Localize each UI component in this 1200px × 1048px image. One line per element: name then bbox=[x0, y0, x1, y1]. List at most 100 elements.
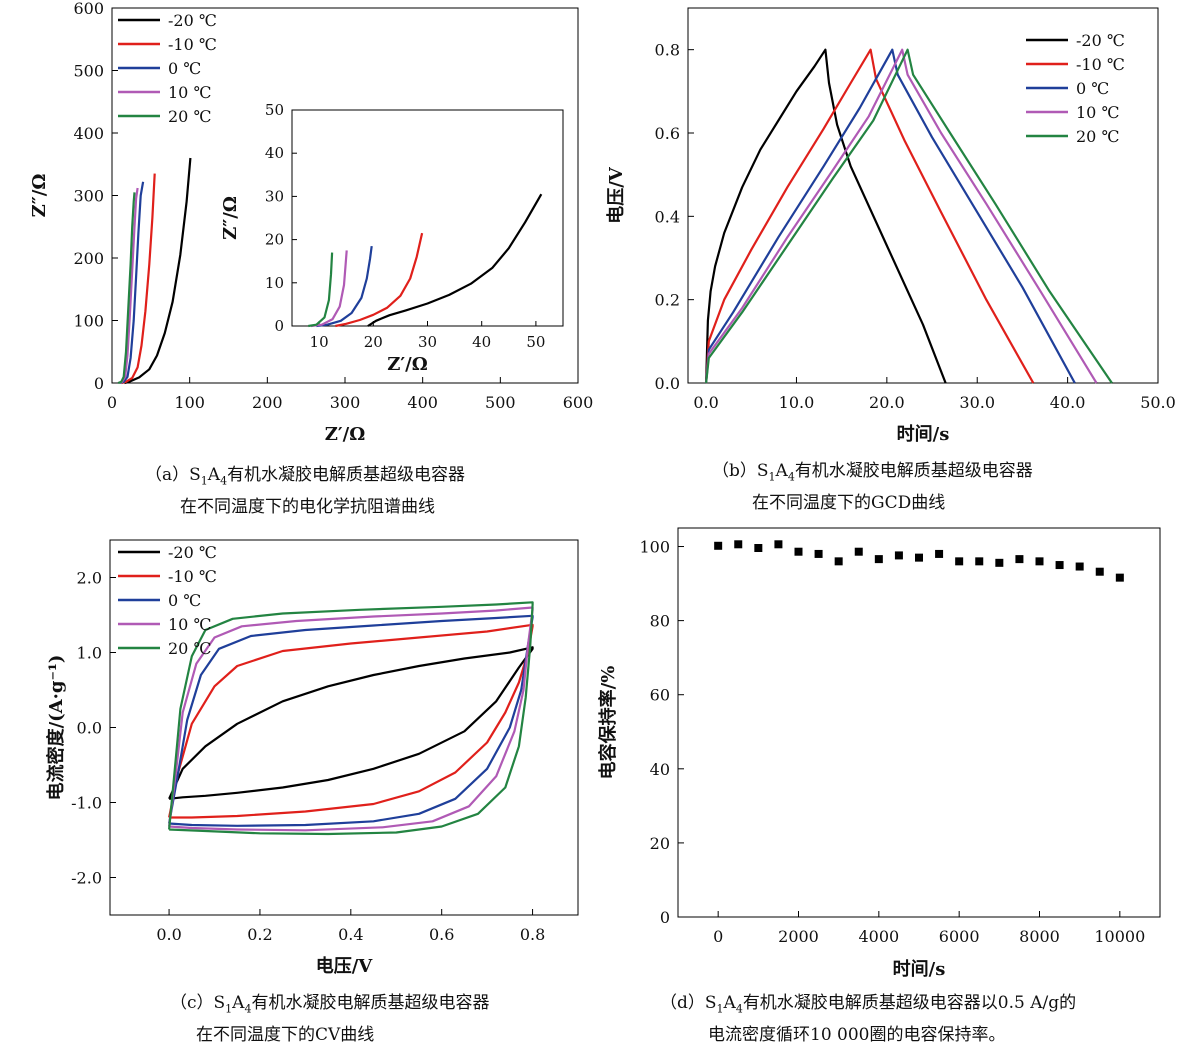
legend-label: 10 ℃ bbox=[168, 83, 211, 102]
data-point bbox=[714, 541, 723, 550]
inset-x-tick-label: 50 bbox=[526, 333, 545, 351]
x-tick-label: 100 bbox=[174, 393, 205, 412]
series-line bbox=[168, 646, 534, 800]
legend-label: -10 ℃ bbox=[1076, 55, 1125, 74]
series-line bbox=[124, 157, 192, 385]
legend-label: -20 ℃ bbox=[1076, 31, 1125, 50]
x-tick-label: 0.6 bbox=[429, 925, 454, 944]
legend-label: -10 ℃ bbox=[168, 567, 217, 586]
caption-d: （d）S1A4有机水凝胶电解质基超级电容器以0.5 A/g的 电流密度循环10 … bbox=[660, 993, 1077, 1046]
y-axis-label: 电流密度/(A·g⁻¹) bbox=[45, 655, 67, 801]
y-tick-label: 0.6 bbox=[655, 124, 680, 143]
data-point bbox=[774, 540, 783, 549]
data-point bbox=[754, 544, 763, 553]
y-tick-label: 40 bbox=[650, 760, 670, 779]
x-tick-label: 0.4 bbox=[338, 925, 363, 944]
y-axis-label: 电压/V bbox=[605, 166, 627, 224]
y-tick-label: 100 bbox=[73, 312, 104, 331]
plot-frame bbox=[677, 527, 1161, 918]
x-tick-label: 300 bbox=[330, 393, 361, 412]
series-line bbox=[705, 48, 1098, 384]
inset-y-axis-label: Z″/Ω bbox=[220, 196, 241, 240]
y-tick-label: 200 bbox=[73, 249, 104, 268]
legend-label: 20 ℃ bbox=[168, 107, 211, 126]
x-tick-label: 400 bbox=[407, 393, 438, 412]
x-tick-label: 10000 bbox=[1094, 927, 1145, 946]
legend-label: 20 ℃ bbox=[168, 639, 211, 658]
y-tick-label: 400 bbox=[73, 124, 104, 143]
y-tick-label: -1.0 bbox=[71, 794, 102, 813]
series-line bbox=[705, 48, 1113, 384]
inset-y-tick-label: 20 bbox=[265, 231, 284, 249]
x-axis-label: 时间/s bbox=[897, 424, 950, 445]
x-tick-label: 8000 bbox=[1019, 927, 1060, 946]
series-line bbox=[705, 48, 1076, 384]
data-point bbox=[1035, 557, 1044, 566]
x-tick-label: 4000 bbox=[858, 927, 899, 946]
x-tick-label: 20.0 bbox=[869, 393, 905, 412]
inset-y-tick-label: 30 bbox=[265, 187, 284, 205]
data-point bbox=[814, 549, 823, 558]
x-axis-label: 时间/s bbox=[893, 959, 946, 980]
y-tick-label: 500 bbox=[73, 62, 104, 81]
inset-x-tick-label: 30 bbox=[418, 333, 437, 351]
inset-x-tick-label: 40 bbox=[472, 333, 491, 351]
y-tick-label: 0.4 bbox=[655, 207, 680, 226]
plot-frame bbox=[687, 7, 1159, 384]
data-point bbox=[995, 558, 1004, 567]
x-tick-label: 10.0 bbox=[779, 393, 815, 412]
x-tick-label: 600 bbox=[563, 393, 594, 412]
data-point bbox=[874, 555, 883, 564]
series-line bbox=[117, 192, 136, 385]
y-tick-label: 600 bbox=[73, 0, 104, 18]
legend-label: 0 ℃ bbox=[1076, 79, 1109, 98]
x-axis-label: Z′/Ω bbox=[325, 424, 365, 445]
chart-d: 0 2000 4000 6000 8000 10000 0 20 40 60 80 100 时间/s 电容… bbox=[597, 527, 1161, 980]
inset-frame bbox=[291, 109, 564, 327]
legend-label: 20 ℃ bbox=[1076, 127, 1119, 146]
y-tick-label: 0 bbox=[660, 908, 670, 927]
data-point bbox=[894, 551, 903, 560]
y-tick-label: 0.0 bbox=[77, 719, 102, 738]
data-point bbox=[935, 549, 944, 558]
y-tick-label: 0 bbox=[94, 374, 104, 393]
y-axis-label: Z″/Ω bbox=[29, 174, 50, 218]
legend-label: -20 ℃ bbox=[168, 543, 217, 562]
data-point bbox=[1015, 555, 1024, 564]
inset-y-tick-label: 0 bbox=[274, 317, 284, 335]
data-point bbox=[1055, 561, 1064, 570]
y-tick-label: 80 bbox=[650, 612, 670, 631]
x-tick-label: 0.2 bbox=[247, 925, 272, 944]
x-tick-label: 200 bbox=[252, 393, 283, 412]
series-line bbox=[316, 245, 373, 328]
y-tick-label: 300 bbox=[73, 187, 104, 206]
series-line bbox=[705, 48, 947, 384]
y-tick-label: 0.2 bbox=[655, 291, 680, 310]
inset-chart: 10 20 30 40 50 0 10 20 30 40 50 Z′/Ω Z″/Ω bbox=[220, 101, 564, 375]
legend-label: 0 ℃ bbox=[168, 59, 201, 78]
legend-label: 10 ℃ bbox=[168, 615, 211, 634]
data-point bbox=[1095, 567, 1104, 576]
inset-x-tick-label: 10 bbox=[310, 333, 329, 351]
x-tick-label: 0 bbox=[713, 927, 723, 946]
y-tick-label: 100 bbox=[639, 538, 670, 557]
series-line bbox=[335, 232, 424, 328]
y-tick-label: 0.8 bbox=[655, 41, 680, 60]
inset-x-tick-label: 20 bbox=[364, 333, 383, 351]
inset-y-tick-label: 50 bbox=[265, 101, 284, 119]
caption-b: （b）S1A4有机水凝胶电解质基超级电容器 在不同温度下的GCD曲线 bbox=[712, 461, 1033, 514]
inset-x-axis-label: Z′/Ω bbox=[387, 354, 427, 375]
inset-y-tick-label: 10 bbox=[265, 274, 284, 292]
data-point bbox=[734, 540, 743, 549]
legend-label: -20 ℃ bbox=[168, 11, 217, 30]
inset-y-tick-label: 40 bbox=[265, 144, 284, 162]
x-tick-label: 0.0 bbox=[693, 393, 718, 412]
series-line bbox=[168, 623, 534, 819]
series-line bbox=[310, 250, 348, 328]
series-line bbox=[121, 173, 156, 385]
data-point bbox=[955, 557, 964, 566]
x-tick-label: 30.0 bbox=[959, 393, 995, 412]
data-point bbox=[1075, 562, 1084, 571]
y-tick-label: 60 bbox=[650, 686, 670, 705]
